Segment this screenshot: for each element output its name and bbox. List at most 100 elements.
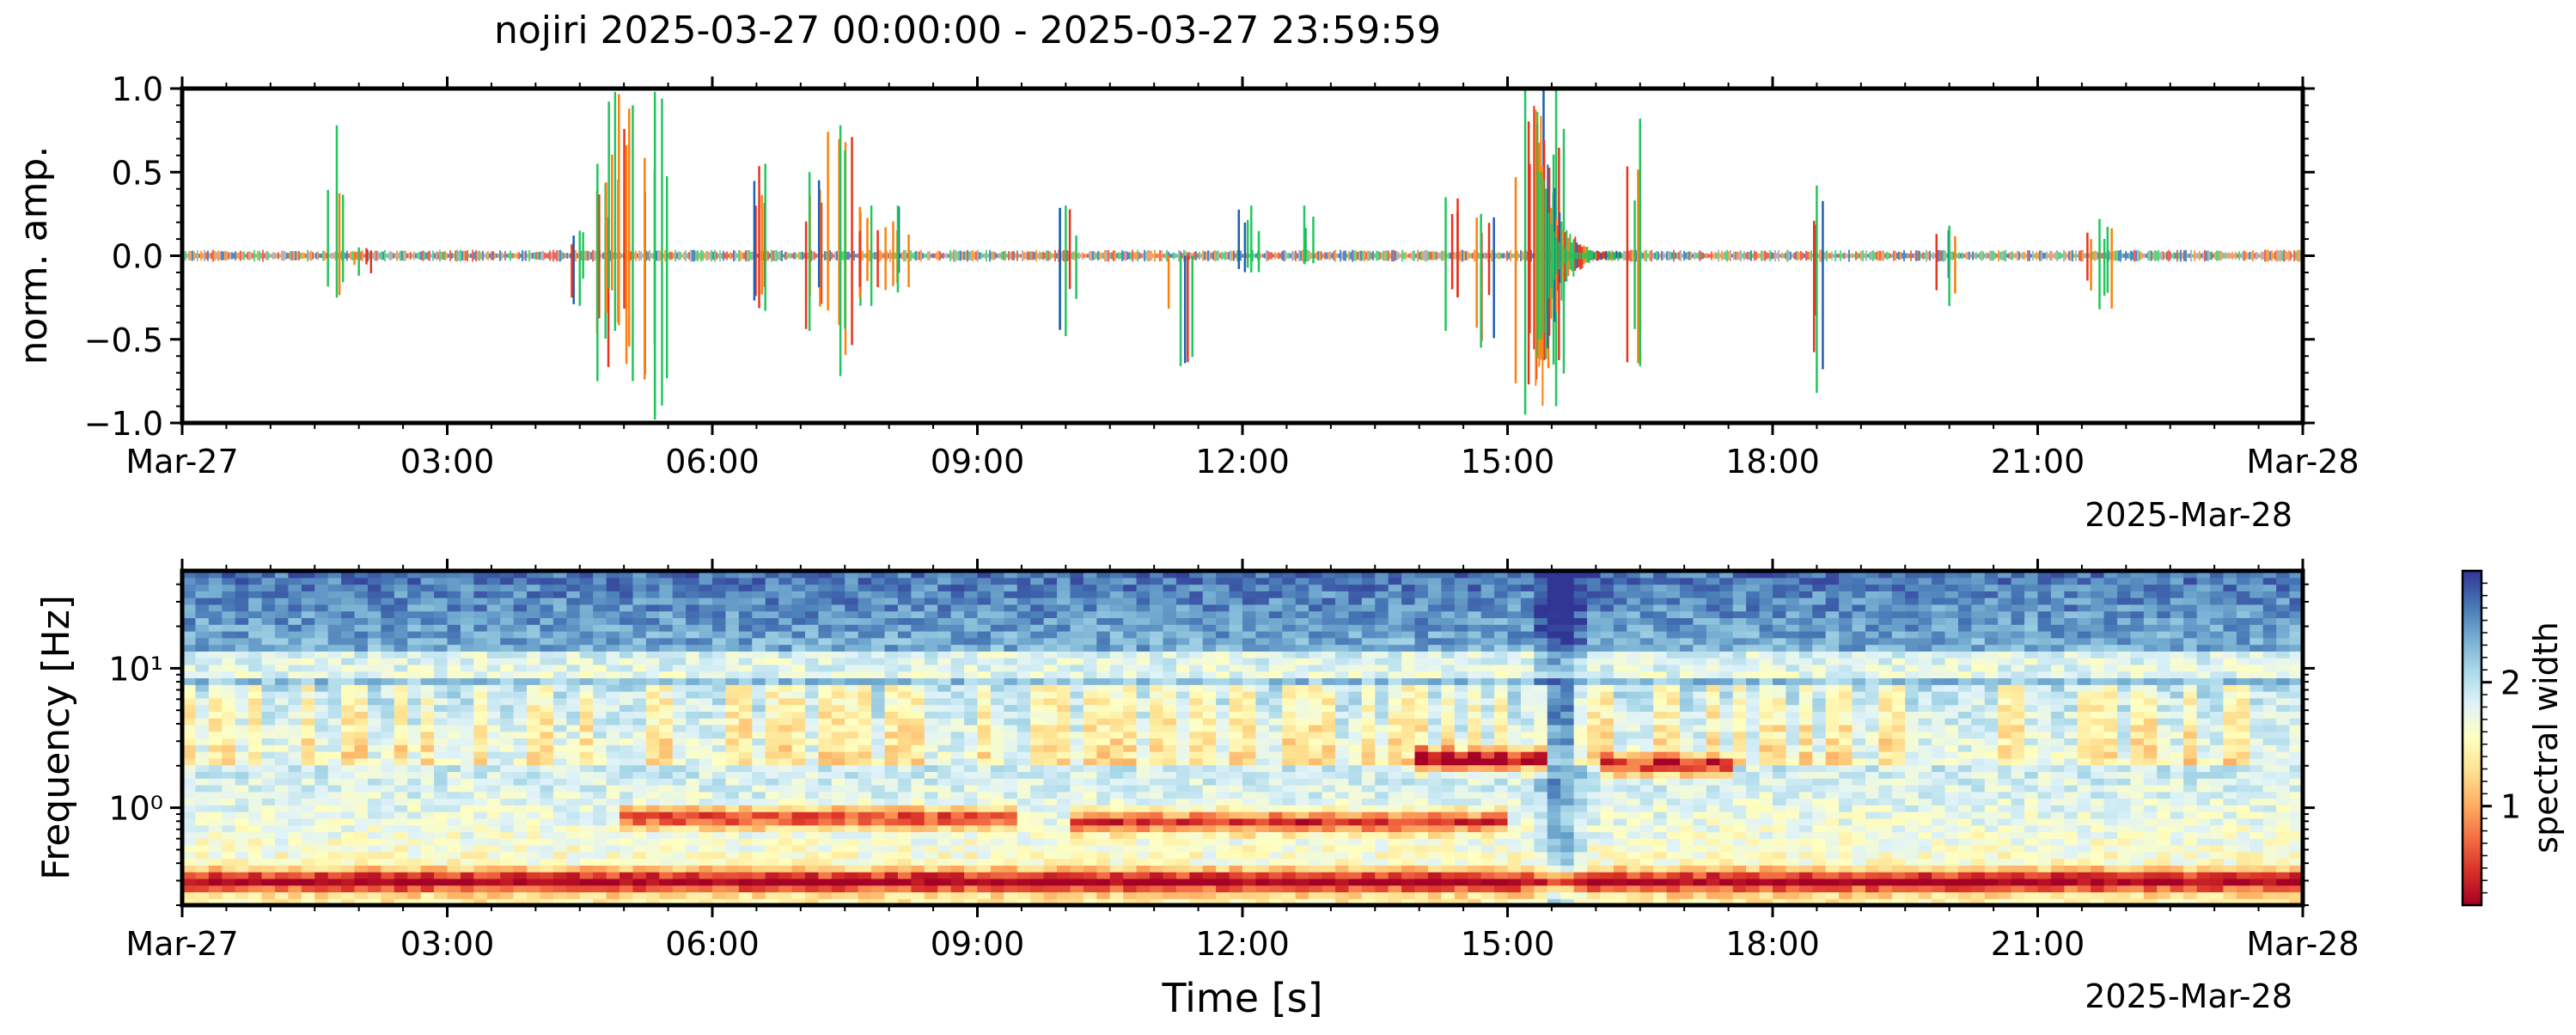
spectrogram-cell <box>1016 865 1031 873</box>
spectrogram-cell <box>473 844 488 853</box>
spectrogram-cell <box>858 637 872 646</box>
spectrogram-cell <box>1043 577 1058 585</box>
spectrogram-cell <box>527 724 541 732</box>
spectrogram-cell <box>818 584 833 591</box>
spectrogram-cell <box>473 838 488 846</box>
spectrogram-cell <box>964 878 979 886</box>
spectrogram-cell <box>1109 885 1124 893</box>
spectrogram-cell <box>486 577 501 585</box>
spectrogram-cell <box>1057 891 1071 899</box>
spectrogram-cell <box>367 898 382 905</box>
spectrogram-cell <box>791 664 806 672</box>
spectrogram-cell <box>248 744 263 752</box>
spectrogram-cell <box>884 844 899 853</box>
spectrogram-cell <box>977 637 992 646</box>
spectrogram-cell <box>447 878 461 886</box>
spectrogram-cell <box>434 764 449 772</box>
spectrogram-cell <box>845 878 859 886</box>
spectrogram-cell <box>527 704 541 712</box>
spectrogram-cell <box>937 704 952 712</box>
spectrogram-cell <box>1004 637 1018 646</box>
spectrogram-cell <box>182 697 197 706</box>
spectrogram-cell <box>990 771 1004 779</box>
spectrogram-cell <box>1030 878 1045 886</box>
spectrogram-cell <box>990 731 1004 739</box>
spectrogram-cell <box>738 818 753 826</box>
spectrogram-cell <box>513 677 528 685</box>
spectrogram-cell <box>540 738 554 745</box>
spectrogram-cell <box>314 671 329 679</box>
spectrogram-cell <box>394 891 408 899</box>
spectrogram-cell <box>752 591 766 598</box>
spectrogram-cell <box>248 597 263 605</box>
spectrogram-cell <box>500 778 515 786</box>
spectrogram-cell <box>540 731 554 739</box>
spectrogram-cell <box>1096 624 1111 632</box>
spectrogram-cell <box>274 684 290 692</box>
spectrogram-cell <box>261 597 276 605</box>
spectrogram-cell <box>288 617 302 625</box>
spectrogram-cell <box>672 637 687 646</box>
spectrogram-cell <box>1004 771 1018 779</box>
spectrogram-cell <box>871 811 886 819</box>
spectrogram-cell <box>566 658 581 665</box>
spectrogram-cell <box>937 637 952 646</box>
spectrogram-cell <box>527 858 541 866</box>
spectrogram-cell <box>354 677 369 685</box>
spectrogram-cell <box>871 597 886 605</box>
spectrogram-cell <box>593 664 607 672</box>
spectrogram-cell <box>579 805 594 812</box>
spectrogram-cell <box>818 631 833 639</box>
spectrogram-cell <box>447 818 461 826</box>
spectrogram-cell <box>778 744 793 752</box>
spectrogram-cell <box>195 631 210 639</box>
spectrogram-cell <box>1016 671 1031 679</box>
spectrogram-cell <box>804 778 820 786</box>
spectrogram-cell <box>1004 610 1018 619</box>
spectrogram-cell <box>1030 757 1045 766</box>
spectrogram-cell <box>367 805 382 812</box>
spectrogram-cell <box>672 791 687 799</box>
spectrogram-cell <box>235 865 249 873</box>
spectrogram-cell <box>818 603 833 612</box>
spectrogram-cell <box>752 644 766 652</box>
spectrogram-cell <box>778 872 793 879</box>
spectrogram-cell <box>924 664 938 672</box>
spectrogram-cell <box>738 771 753 779</box>
spectrogram-cell <box>288 577 302 585</box>
spectrogram-cell <box>208 584 223 591</box>
spectrogram-cell <box>434 838 449 846</box>
spectrogram-cell <box>778 711 793 719</box>
spectrogram-cell <box>552 664 567 672</box>
spectrogram-cell <box>791 610 806 619</box>
spectrogram-cell <box>990 791 1004 799</box>
spectrogram-cell <box>460 771 474 779</box>
spectrogram-cell <box>1057 838 1071 846</box>
spectrogram-cell <box>195 891 210 899</box>
spectrogram-cell <box>977 724 992 732</box>
spectrogram-cell <box>738 891 753 899</box>
spectrogram-cell <box>367 872 382 879</box>
spectrogram-cell <box>606 584 620 591</box>
spectrogram-cell <box>341 603 356 612</box>
spectrogram-cell <box>566 718 581 726</box>
spectrogram-cell <box>552 844 567 853</box>
spectrogram-cell <box>831 718 845 726</box>
spectrogram-cell <box>765 751 779 759</box>
spectrogram-cell <box>327 771 342 779</box>
spectrogram-cell <box>540 644 554 652</box>
spectrogram-cell <box>261 784 276 793</box>
spectrogram-cell <box>460 778 474 786</box>
spectrogram-cell <box>765 617 779 625</box>
spectrogram-cell <box>420 744 435 752</box>
spectrogram-cell <box>513 771 528 779</box>
spectrogram-cell <box>540 684 554 692</box>
spectrogram-cell <box>950 805 965 812</box>
spectrogram-cell <box>486 858 501 866</box>
spectrogram-cell <box>645 764 660 772</box>
spectrogram-cell <box>1096 597 1111 605</box>
spectrogram-cell <box>831 764 845 772</box>
spectrogram-cell <box>513 664 528 672</box>
spectrogram-cell <box>222 671 236 679</box>
spectrogram-cell <box>738 791 753 799</box>
